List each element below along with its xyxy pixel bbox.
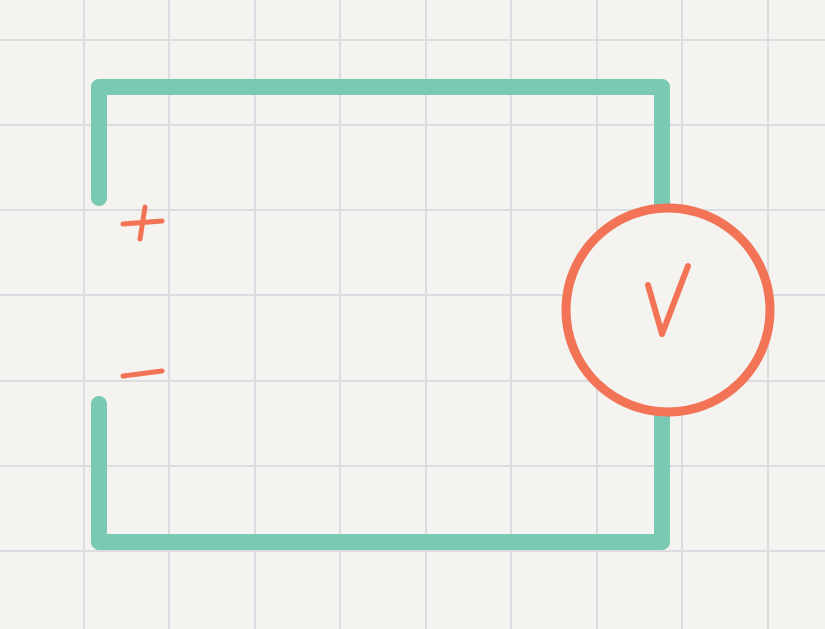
plus-terminal-sign: + (120, 204, 165, 242)
voltmeter-v-glyph (645, 263, 691, 337)
wire-bottom (91, 396, 670, 550)
voltmeter: V (561, 203, 775, 417)
wire-top (91, 79, 670, 213)
minus-terminal-sign: − (120, 368, 165, 379)
circuit-wires (91, 79, 670, 550)
